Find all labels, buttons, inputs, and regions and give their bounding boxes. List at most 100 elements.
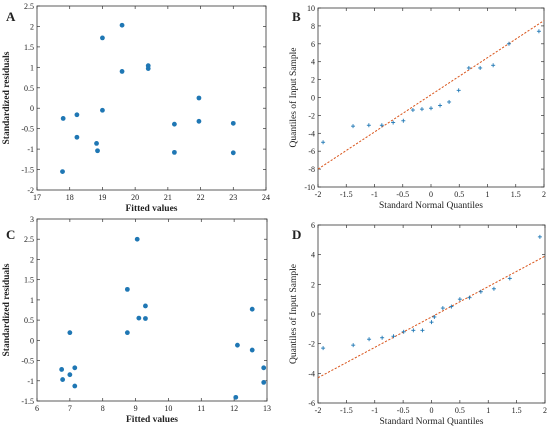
y-tick-label: 2.5 xyxy=(24,235,34,244)
data-point xyxy=(491,286,496,291)
data-point xyxy=(230,150,236,156)
data-point xyxy=(401,329,406,334)
data-point xyxy=(119,69,125,74)
panel-label: D xyxy=(292,227,301,242)
y-tick-label: 2 xyxy=(30,255,34,264)
data-point xyxy=(100,35,105,41)
data-point xyxy=(440,306,445,311)
data-point xyxy=(124,286,130,292)
y-tick-label: 1.5 xyxy=(24,276,34,285)
data-point xyxy=(67,372,73,378)
data-point xyxy=(478,65,483,70)
data-point xyxy=(367,337,372,342)
axes-box xyxy=(317,7,545,188)
data-point xyxy=(261,379,267,385)
reference-line xyxy=(317,255,546,379)
y-tick-label: 0 xyxy=(30,104,34,113)
data-point xyxy=(391,120,396,125)
y-tick-label: -4 xyxy=(308,369,315,378)
panel-label: B xyxy=(292,9,301,24)
data-point xyxy=(507,276,512,281)
y-tick-label: 1 xyxy=(30,296,34,305)
data-point xyxy=(143,316,148,321)
data-point xyxy=(438,103,443,108)
x-tick-label: -2 xyxy=(315,406,322,415)
data-point xyxy=(134,236,140,242)
x-tick-label: 23 xyxy=(229,193,237,202)
y-tick-label: -4 xyxy=(308,129,315,138)
y-tick-label: -10 xyxy=(304,183,315,192)
y-tick-label: -1.5 xyxy=(21,166,34,175)
y-tick-label: 0.5 xyxy=(24,316,34,325)
x-tick-label: -0.5 xyxy=(397,406,410,415)
x-tick-label: 22 xyxy=(197,193,205,202)
x-tick-label: 2 xyxy=(542,190,546,199)
x-axis-label: Fitted values xyxy=(126,204,178,214)
y-tick-label: -1.5 xyxy=(21,397,34,406)
x-tick-label: 7 xyxy=(68,404,72,413)
data-point xyxy=(410,108,415,113)
data-point xyxy=(261,365,267,371)
x-tick-label: 12 xyxy=(230,404,238,413)
y-axis-label: Quantiles of Input Sample xyxy=(288,48,299,148)
data-point xyxy=(136,315,142,321)
data-point xyxy=(506,41,511,46)
data-point xyxy=(447,99,452,104)
data-point xyxy=(145,66,151,71)
x-tick-label: 0.5 xyxy=(454,190,464,199)
y-tick-label: 8 xyxy=(311,22,315,31)
panel-d: -2 -1.5 -1 -0.5 0 0.5 1 1.5 2 -6 -4 -2 0 2 4 6 Standard … xyxy=(288,221,547,427)
y-tick-label: -0.5 xyxy=(21,357,34,366)
data-point xyxy=(449,304,454,309)
data-point xyxy=(230,120,236,126)
y-tick-label: -8 xyxy=(308,165,315,174)
axes-box xyxy=(36,218,268,402)
data-point xyxy=(119,22,125,28)
x-tick-label: -0.5 xyxy=(396,190,409,199)
data-point xyxy=(351,124,356,129)
data-point xyxy=(60,377,66,382)
data-point xyxy=(143,303,148,309)
y-tick-label: 3 xyxy=(30,215,34,224)
x-tick-label: 21 xyxy=(164,193,172,202)
y-tick-label: 1.5 xyxy=(24,43,34,52)
x-tick-label: -2 xyxy=(315,190,322,199)
x-tick-label: 9 xyxy=(134,404,138,413)
y-tick-label: 0 xyxy=(311,310,315,319)
y-tick-label: -1 xyxy=(27,377,34,386)
data-point xyxy=(95,148,100,154)
x-tick-label: -1.5 xyxy=(340,406,353,415)
panel-b: -2 -1.5 -1 -0.5 0 0.5 1 1.5 2 -10 -8 -6 -4 -2 0 2 4 6 8 10 S… xyxy=(288,4,546,211)
y-tick-label: 6 xyxy=(311,40,315,49)
data-point xyxy=(491,63,496,68)
data-point xyxy=(457,297,462,302)
data-point xyxy=(67,330,73,336)
x-tick-label: 13 xyxy=(263,404,271,413)
data-point xyxy=(420,328,425,333)
data-point xyxy=(478,289,483,294)
x-tick-label: 0 xyxy=(429,190,433,199)
data-point xyxy=(391,334,396,339)
x-tick-label: 17 xyxy=(33,193,41,202)
data-point xyxy=(72,383,78,389)
x-tick-label: -1.5 xyxy=(340,190,353,199)
x-tick-label: 11 xyxy=(197,404,205,413)
y-tick-label: -2 xyxy=(27,186,34,195)
x-tick-label: -1 xyxy=(371,406,378,415)
panel-c: 6 7 8 9 10 11 12 13 -1.5 -1 -0.5 0 0.5 1 1.5 2 2.5 3 Fitte… xyxy=(2,215,271,425)
x-tick-label: 8 xyxy=(101,404,105,413)
y-axis-label: Quantiles of Input Sample xyxy=(288,264,299,364)
x-axis-label: Standard Normal Quantiles xyxy=(380,417,484,427)
data-point xyxy=(235,342,240,348)
y-tick-label: 2.5 xyxy=(24,2,34,11)
data-point xyxy=(401,118,406,123)
data-point xyxy=(321,140,326,145)
data-point xyxy=(429,320,434,325)
x-tick-label: 19 xyxy=(98,193,106,202)
x-axis-label: Fitted values xyxy=(126,415,178,425)
panel-label: C xyxy=(6,227,15,242)
data-point xyxy=(432,314,437,319)
panel-label: A xyxy=(6,9,16,24)
y-tick-label: 4 xyxy=(311,251,315,260)
